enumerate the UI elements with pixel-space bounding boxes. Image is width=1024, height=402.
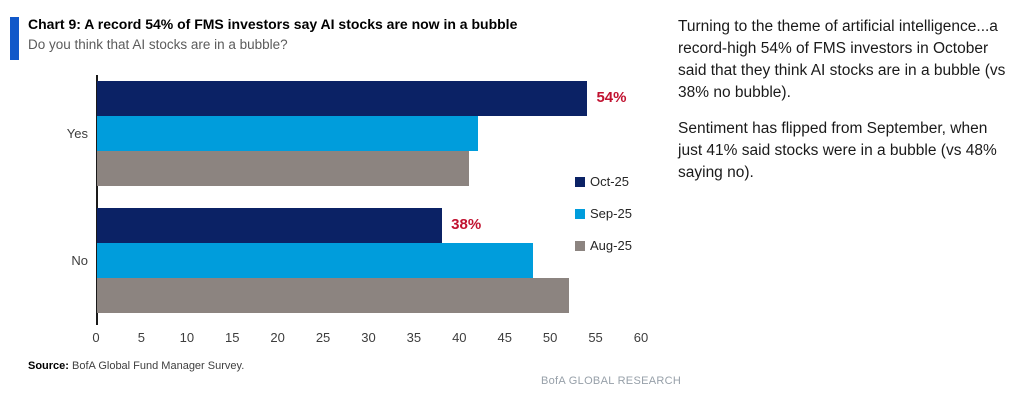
legend-marker-sep-25 (575, 208, 585, 219)
legend-item-oct-25: Oct-25 (575, 174, 629, 189)
x-tick-20: 20 (270, 330, 285, 345)
bar-yes-oct-25 (97, 81, 588, 116)
category-label-yes: Yes (66, 125, 88, 141)
legend-item-sep-25: Sep-25 (575, 206, 632, 221)
x-tick-0: 0 (92, 330, 100, 345)
chart-title: Chart 9: A record 54% of FMS investors s… (28, 16, 518, 32)
commentary-paragraph-1: Turning to the theme of artificial intel… (678, 18, 1006, 101)
legend-marker-oct-25 (575, 176, 585, 187)
source-label: Source: (28, 360, 69, 372)
x-tick-5: 5 (137, 330, 146, 345)
legend-marker-aug-25 (575, 240, 585, 251)
bar-no-sep-25 (97, 243, 533, 278)
legend-label-oct-25: Oct-25 (590, 174, 630, 189)
value-label-no: 38% (451, 216, 482, 233)
value-label-yes: 54% (596, 89, 627, 106)
brand-line: BofA GLOBAL RESEARCH (541, 375, 682, 387)
legend-label-aug-25: Aug-25 (590, 238, 632, 253)
commentary: Turning to the theme of artificial intel… (678, 8, 1014, 198)
x-tick-50: 50 (542, 330, 558, 345)
category-label-no: No (71, 252, 88, 268)
bar-no-aug-25 (97, 278, 570, 313)
chart-subtitle: Do you think that AI stocks are in a bub… (28, 37, 288, 52)
x-tick-40: 40 (452, 330, 467, 345)
bar-yes-sep-25 (97, 116, 479, 151)
x-tick-10: 10 (179, 330, 195, 345)
commentary-paragraph-2: Sentiment has flipped from September, wh… (678, 120, 997, 181)
legend-label-sep-25: Sep-25 (590, 206, 632, 221)
category-axis-line (96, 75, 98, 325)
source-line: Source: BofA Global Fund Manager Survey. (28, 360, 244, 372)
bar-chart: Yes No 0 5 10 15 20 25 30 35 40 45 50 55 60 54% 38% Oct-2… (0, 70, 668, 362)
title-accent-bar (10, 17, 19, 60)
source-text: BofA Global Fund Manager Survey. (68, 360, 245, 372)
bar-yes-aug-25 (97, 151, 470, 186)
bar-no-oct-25 (97, 208, 443, 243)
x-tick-35: 35 (406, 330, 422, 345)
x-tick-30: 30 (361, 330, 376, 345)
x-tick-60: 60 (633, 330, 649, 345)
x-tick-25: 25 (315, 330, 331, 345)
x-tick-45: 45 (497, 330, 512, 345)
x-tick-55: 55 (588, 330, 603, 345)
x-tick-15: 15 (225, 330, 240, 345)
legend-item-aug-25: Aug-25 (575, 238, 632, 253)
